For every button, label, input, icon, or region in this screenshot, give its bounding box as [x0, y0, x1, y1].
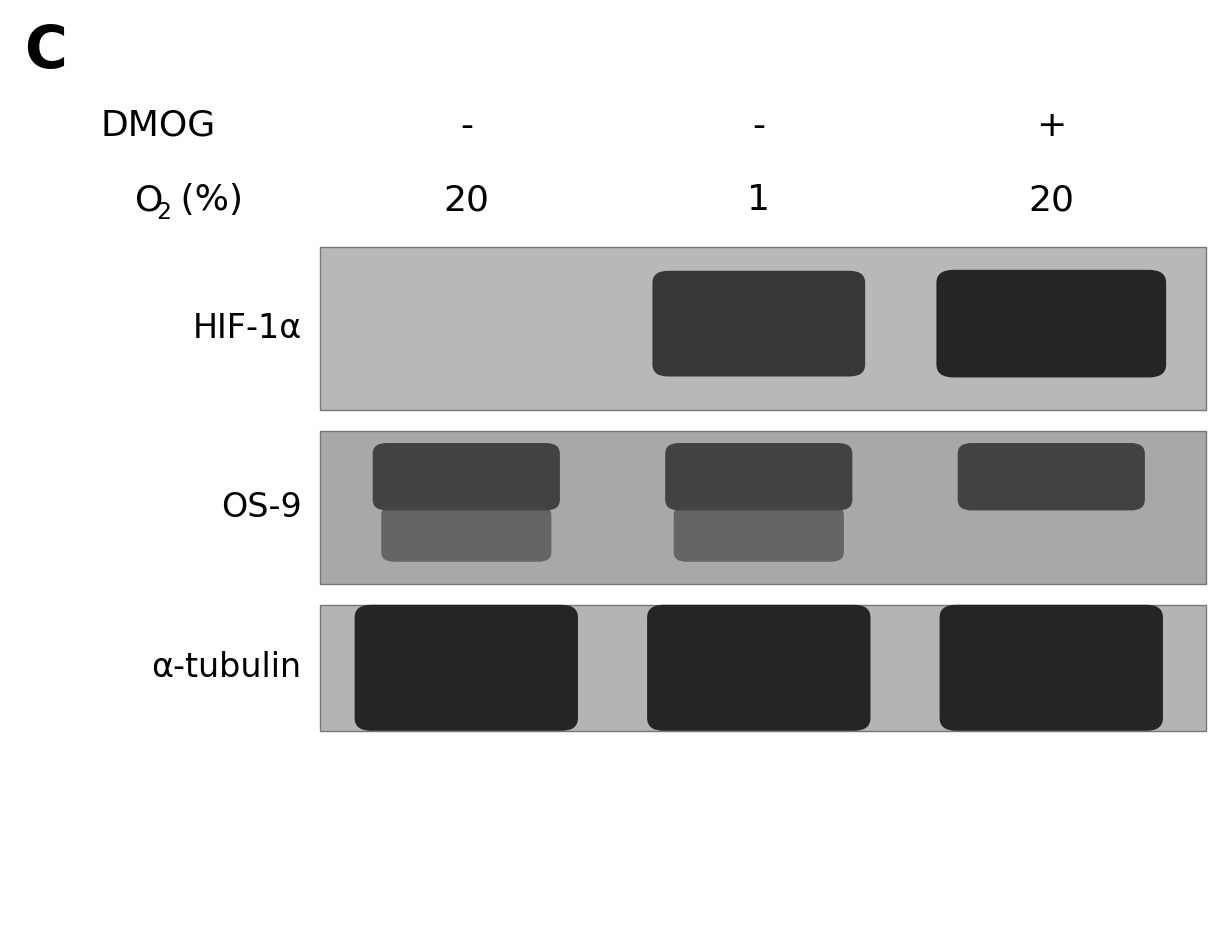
FancyBboxPatch shape: [355, 605, 579, 731]
Text: 20: 20: [1028, 184, 1075, 217]
Text: O: O: [135, 184, 164, 217]
Text: C: C: [25, 23, 68, 80]
Text: +: +: [1037, 109, 1066, 143]
Text: α-tubulin: α-tubulin: [151, 651, 302, 684]
FancyBboxPatch shape: [673, 505, 844, 562]
Text: -: -: [752, 109, 766, 143]
Text: -: -: [460, 109, 473, 143]
FancyBboxPatch shape: [373, 443, 560, 511]
Text: 20: 20: [443, 184, 489, 217]
FancyBboxPatch shape: [937, 270, 1166, 377]
Text: 1: 1: [747, 184, 771, 217]
Bar: [320, 247, 1206, 410]
FancyBboxPatch shape: [652, 271, 865, 377]
FancyBboxPatch shape: [382, 505, 551, 562]
Bar: [320, 605, 1206, 731]
FancyBboxPatch shape: [939, 605, 1163, 731]
Text: DMOG: DMOG: [100, 109, 215, 143]
Text: 2: 2: [156, 201, 171, 224]
Text: HIF-1α: HIF-1α: [192, 312, 302, 345]
Text: (%): (%): [169, 184, 243, 217]
Bar: [320, 431, 1206, 584]
FancyBboxPatch shape: [648, 605, 870, 731]
FancyBboxPatch shape: [665, 443, 852, 511]
Text: OS-9: OS-9: [220, 491, 302, 524]
FancyBboxPatch shape: [958, 443, 1145, 511]
